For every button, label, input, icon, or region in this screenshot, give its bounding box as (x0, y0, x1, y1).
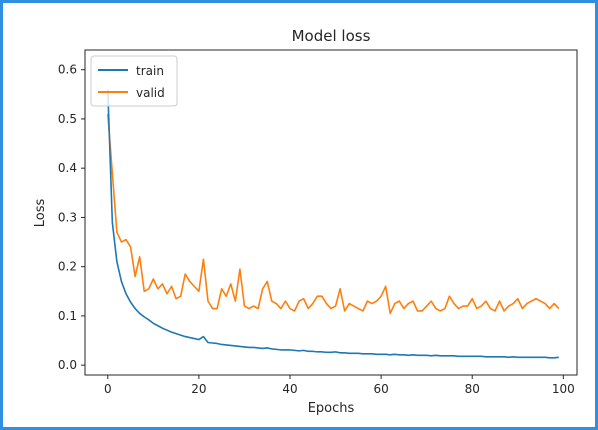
y-tick-label: 0.4 (58, 161, 77, 175)
x-tick-label: 100 (552, 382, 575, 396)
x-tick-label: 80 (465, 382, 480, 396)
series-line-valid (106, 113, 560, 315)
loss-chart: Model loss 0.0 0.1 0.2 0.3 0.4 0.5 0.6 0 20 40 60… (33, 27, 578, 416)
y-tick-label: 0.3 (58, 210, 77, 224)
y-tick-label: 0.5 (58, 112, 77, 126)
y-tick-label: 0.2 (58, 260, 77, 274)
series-line-train (106, 89, 559, 359)
legend: train valid (90, 55, 178, 107)
x-tick-label: 20 (191, 382, 206, 396)
legend-train-label: train (136, 64, 164, 78)
y-tick-label: 0.0 (58, 358, 77, 372)
y-tick-label: 0.1 (58, 309, 77, 323)
x-axis-ticks: 0 20 40 60 80 100 (104, 375, 575, 396)
chart-title: Model loss (292, 27, 371, 45)
legend-valid-label: valid (136, 86, 165, 100)
series-lines (106, 89, 560, 359)
x-tick-label: 0 (104, 382, 112, 396)
y-tick-label: 0.6 (58, 63, 77, 77)
y-axis-ticks: 0.0 0.1 0.2 0.3 0.4 0.5 0.6 (58, 63, 85, 372)
x-tick-label: 40 (282, 382, 297, 396)
y-axis-label: Loss (33, 199, 48, 228)
x-tick-label: 60 (373, 382, 388, 396)
legend-box (90, 55, 178, 107)
x-axis-label: Epochs (308, 401, 355, 416)
